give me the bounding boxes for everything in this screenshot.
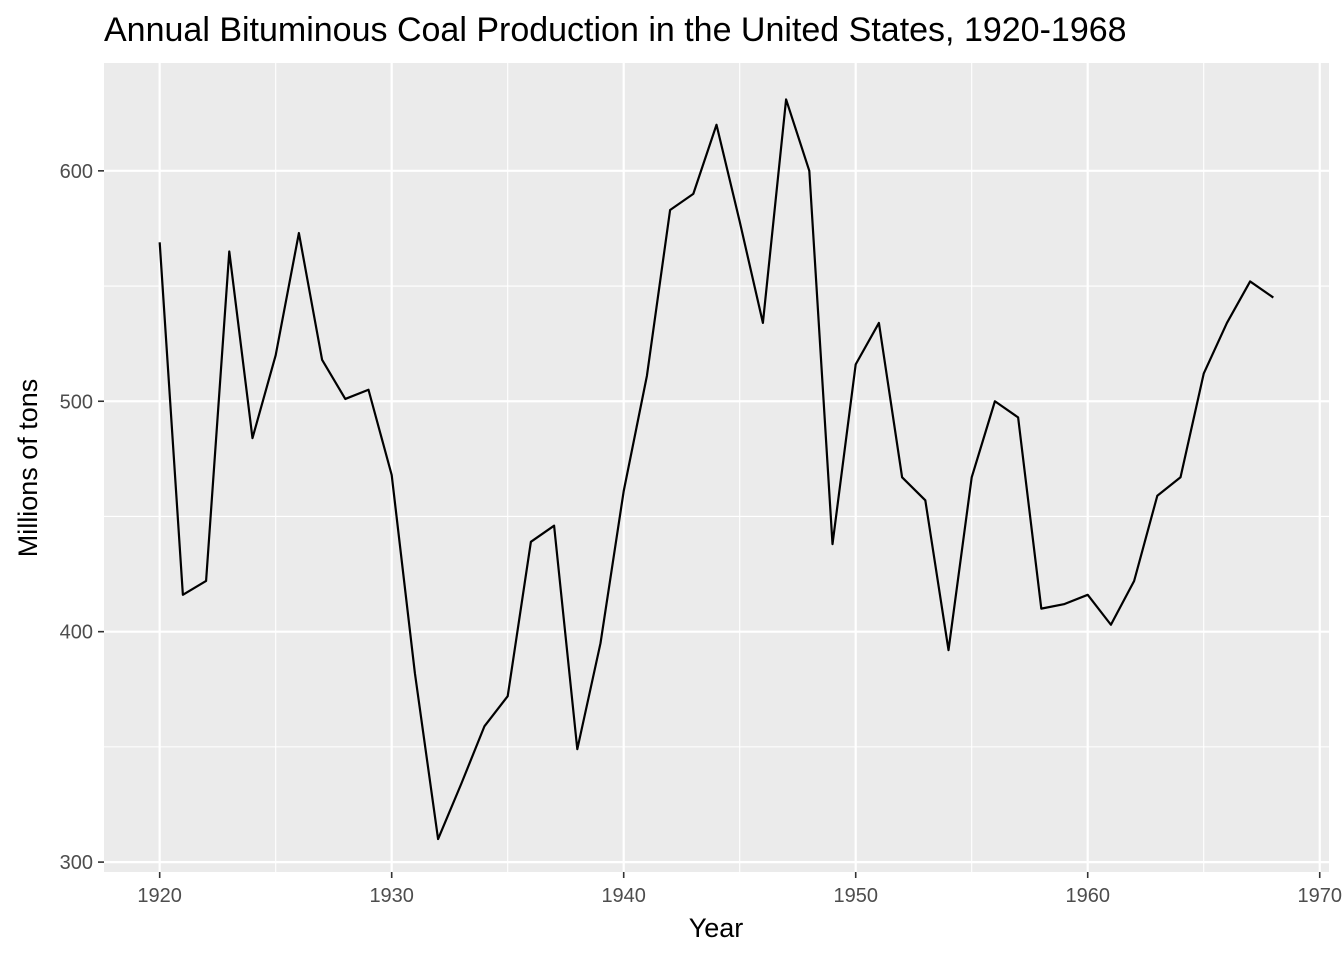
x-tick-label: 1940 [601, 885, 646, 907]
y-axis-title: Millions of tons [13, 379, 43, 558]
x-tick-label: 1950 [833, 885, 878, 907]
series-line [158, 98, 1274, 841]
axis-ticks [98, 170, 1321, 878]
chart-title: Annual Bituminous Coal Production in the… [104, 11, 1127, 49]
y-axis-tick-labels: 300 400 500 600 [60, 161, 93, 874]
y-tick-label: 600 [60, 161, 93, 183]
x-tick-label: 1920 [137, 885, 182, 907]
major-gridlines [104, 63, 1329, 872]
minor-gridlines [104, 63, 1329, 872]
x-axis-tick-labels: 1920 1930 1940 1950 1960 1970 [137, 885, 1342, 907]
y-tick-label: 400 [60, 622, 93, 644]
plot-panel [104, 63, 1329, 872]
x-tick-label: 1930 [369, 885, 414, 907]
y-tick-label: 300 [60, 852, 93, 874]
y-tick-label: 500 [60, 391, 93, 413]
x-tick-label: 1970 [1297, 885, 1342, 907]
x-axis-title: Year [689, 913, 744, 943]
x-tick-label: 1960 [1065, 885, 1110, 907]
